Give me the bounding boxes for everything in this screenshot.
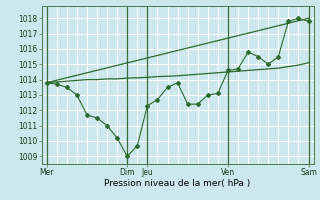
X-axis label: Pression niveau de la mer( hPa ): Pression niveau de la mer( hPa ) (104, 179, 251, 188)
